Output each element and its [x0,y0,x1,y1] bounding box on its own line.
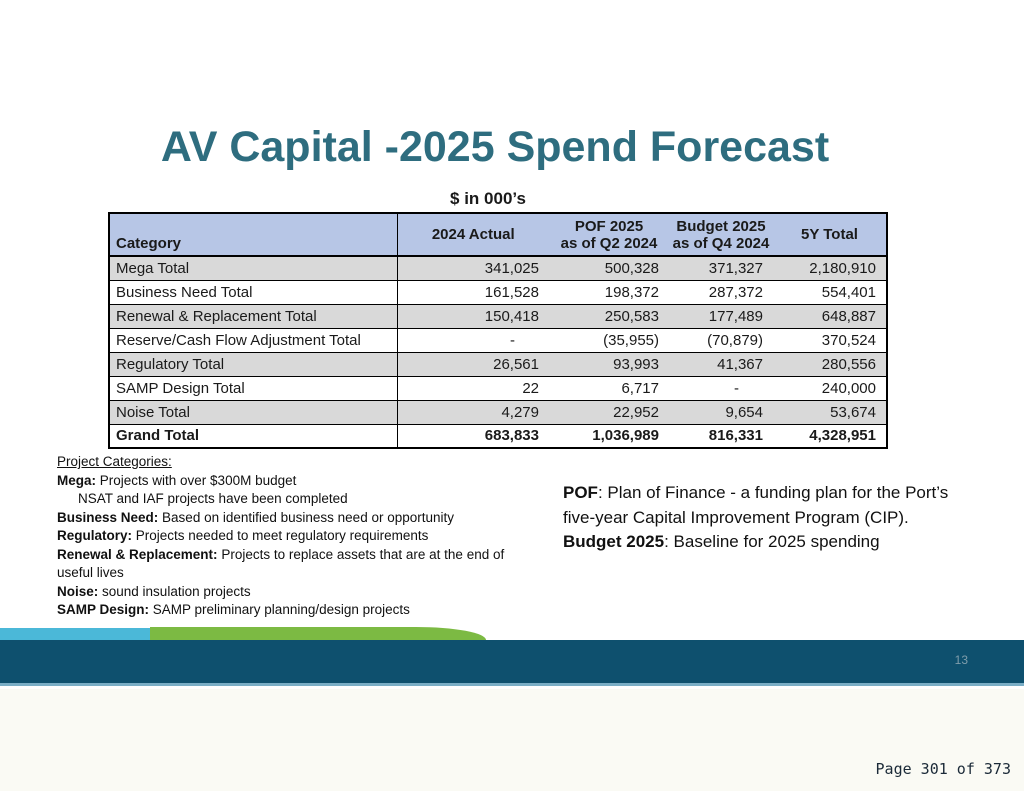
banner-bar: 13 [0,640,1024,686]
cell-category: Business Need Total [109,279,398,304]
table-header-row: Category 2024 Actual POF 2025 as of Q2 2… [109,213,887,257]
cell-value: 370,524 [773,327,887,352]
definitions-notes: POF: Plan of Finance - a funding plan fo… [563,481,967,555]
cell-value: 2,180,910 [773,255,887,280]
cell-value: 683,833 [397,423,549,448]
page-indicator: Page 301 of 373 [875,760,1011,778]
table-row-mega: Mega Total 341,025 500,328 371,327 2,180… [109,255,887,280]
cell-value: (70,879) [669,327,773,352]
cell-value: 250,583 [549,303,669,328]
cell-value: (35,955) [549,327,669,352]
cell-value: 648,887 [773,303,887,328]
slide-title: AV Capital -2025 Spend Forecast [160,123,830,171]
cell-value: 22 [397,375,549,400]
cell-value: - [397,327,549,352]
cell-value: 816,331 [669,423,773,448]
cell-value: 53,674 [773,399,887,424]
note-line-samp-design: SAMP Design: SAMP preliminary planning/d… [57,602,410,617]
table-row-business-need: Business Need Total 161,528 198,372 287,… [109,279,887,304]
cell-value: 280,556 [773,351,887,376]
cell-value: - [669,375,773,400]
note-line-renewal: Renewal & Replacement: Projects to repla… [57,546,505,581]
column-header-5y-total: 5Y Total [773,213,887,257]
spend-forecast-table: Category 2024 Actual POF 2025 as of Q2 2… [108,212,888,449]
note-line-business-need: Business Need: Based on identified busin… [57,509,454,525]
cell-value: 161,528 [397,279,549,304]
cell-category: Noise Total [109,399,398,424]
cell-value: 4,279 [397,399,549,424]
cell-value: 150,418 [397,303,549,328]
cell-value: 6,717 [549,375,669,400]
cell-value: 240,000 [773,375,887,400]
cell-value: 177,489 [669,303,773,328]
cell-value: 22,952 [549,399,669,424]
definition-budget-2025: Budget 2025: Baseline for 2025 spending [563,532,880,551]
note-line-noise: Noise: sound insulation projects [57,583,251,599]
project-categories-notes: Project Categories: Mega: Projects with … [57,453,525,620]
bottom-margin-area [0,689,1024,791]
column-header-budget-2025: Budget 2025 as of Q4 2024 [669,213,773,257]
cell-value: 9,654 [669,399,773,424]
table-row-reserve-cash-flow: Reserve/Cash Flow Adjustment Total - (35… [109,327,887,352]
cell-value: 500,328 [549,255,669,280]
cell-value: 198,372 [549,279,669,304]
cell-value: 371,327 [669,255,773,280]
cell-value: 41,367 [669,351,773,376]
cell-category: Regulatory Total [109,351,398,376]
table-row-renewal-replacement: Renewal & Replacement Total 150,418 250,… [109,303,887,328]
cell-category: SAMP Design Total [109,375,398,400]
banner-green-shape [150,627,486,640]
cell-category: Mega Total [109,255,398,280]
column-header-category: Category [109,213,398,257]
note-line-regulatory: Regulatory: Projects needed to meet regu… [57,528,429,543]
note-line-mega: Mega: Projects with over $300M budget [57,472,297,488]
cell-value: 1,036,989 [549,423,669,448]
table-units-label: $ in 000’s [450,189,526,208]
cell-category: Renewal & Replacement Total [109,303,398,328]
cell-value: 287,372 [669,279,773,304]
table-row-samp-design: SAMP Design Total 22 6,717 - 240,000 [109,375,887,400]
column-header-2024-actual: 2024 Actual [397,213,549,257]
cell-value: 4,328,951 [773,423,887,448]
cell-category: Reserve/Cash Flow Adjustment Total [109,327,398,352]
column-header-pof-2025: POF 2025 as of Q2 2024 [549,213,669,257]
slide-number: 13 [954,653,968,667]
cell-category: Grand Total [109,423,398,448]
cell-value: 341,025 [397,255,549,280]
cell-value: 554,401 [773,279,887,304]
table-row-regulatory: Regulatory Total 26,561 93,993 41,367 28… [109,351,887,376]
cell-value: 93,993 [549,351,669,376]
cell-value: 26,561 [397,351,549,376]
note-line-nsat: NSAT and IAF projects have been complete… [78,491,348,506]
table-row-noise: Noise Total 4,279 22,952 9,654 53,674 [109,399,887,424]
project-categories-heading: Project Categories: [57,454,172,469]
table-row-grand-total: Grand Total 683,833 1,036,989 816,331 4,… [109,423,887,448]
definition-pof: POF: Plan of Finance - a funding plan fo… [563,483,949,527]
